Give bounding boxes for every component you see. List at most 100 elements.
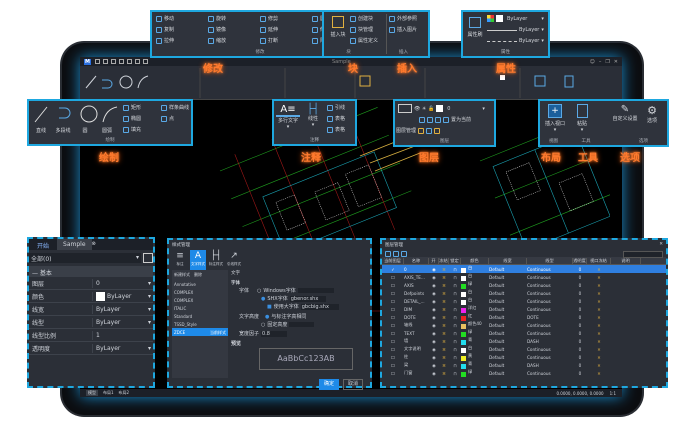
lock-icon[interactable]: ⊓ (453, 330, 457, 336)
insert-viewport-button[interactable]: + 插入视口 ▾ (544, 104, 565, 133)
color-cell[interactable]: 白 (461, 297, 489, 305)
lock-icon[interactable]: ⊓ (453, 290, 457, 296)
column-header[interactable]: 开 (429, 257, 439, 264)
layout-tab[interactable]: 布局2 (118, 390, 130, 395)
vp-freeze-icon[interactable]: ✕ (597, 370, 601, 376)
visibility-icon[interactable]: ◉ (432, 346, 436, 352)
style-item[interactable]: ITALIC (174, 306, 187, 311)
lock-icon[interactable]: ⊓ (453, 338, 457, 344)
draw-tool[interactable]: 样条曲线 (161, 104, 189, 111)
column-header[interactable]: 颜色 (461, 257, 489, 264)
layer-search-input[interactable] (623, 251, 663, 258)
style-tab[interactable]: A 文字样式 (190, 250, 206, 270)
visibility-icon[interactable]: ◉ (432, 330, 436, 336)
style-tab[interactable]: ≡ 标注 (176, 251, 184, 266)
open-icon[interactable] (102, 59, 108, 64)
new-layer-icon[interactable] (385, 251, 391, 257)
restore-button[interactable]: ❐ (605, 58, 610, 65)
layer-row[interactable]: ☐ 轴线 ◉ ✲ ⊓ 颜色40 Default Continuous 0 ✕ (382, 321, 666, 329)
style-item[interactable]: ZDCE 当前样式 (172, 328, 228, 336)
close-tab-icon[interactable]: ⊗ (91, 241, 96, 247)
draw-tool[interactable]: 填充 (123, 126, 141, 133)
modify-tool[interactable]: 修剪 (260, 15, 278, 22)
tab-start[interactable]: 开始 (37, 243, 50, 250)
modify-tool[interactable]: 移动 (156, 15, 174, 22)
custom-settings-button[interactable]: ✎ 自定义设置 (612, 104, 638, 122)
new-style-button[interactable]: 新建样式 (174, 272, 190, 277)
column-header[interactable]: 说明 (611, 257, 641, 264)
column-header[interactable]: 锁定 (449, 257, 461, 264)
paste-button[interactable]: 粘贴 ▾ (572, 104, 592, 133)
save-icon[interactable] (110, 59, 116, 64)
block-tool[interactable]: 属性定义 (350, 37, 378, 44)
column-header[interactable]: 冻结 (439, 257, 449, 264)
delete-style-button[interactable]: 删除 (194, 272, 202, 277)
modify-tool[interactable]: 拉伸 (156, 37, 174, 44)
vp-freeze-icon[interactable]: ✕ (597, 354, 601, 360)
freeze-icon[interactable]: ✲ (442, 354, 446, 360)
layer-row[interactable]: ☐ AXIS ◉ ✲ ⊓ 绿 Default Continuous 0 ✕ (382, 281, 666, 289)
current-checkbox[interactable]: ☐ (391, 322, 395, 328)
lock-icon[interactable]: ⊓ (453, 370, 457, 376)
close-button[interactable]: ✕ (613, 58, 618, 65)
current-checkbox[interactable]: ✓ (391, 266, 395, 272)
column-header[interactable]: 线型 (527, 257, 573, 264)
color-cell[interactable]: 白 (461, 289, 489, 297)
visibility-icon[interactable]: ◉ (432, 290, 436, 296)
ok-button[interactable]: 确定 (319, 379, 339, 390)
color-cell[interactable]: 白 (461, 273, 489, 281)
section-basic[interactable]: — 基本 (29, 266, 153, 277)
freeze-icon[interactable]: ✲ (442, 306, 446, 312)
linetype-select[interactable]: ByLayer ▾ (487, 38, 544, 44)
property-row[interactable]: 线型比例 1 (29, 329, 153, 342)
visibility-icon[interactable]: ◉ (432, 282, 436, 288)
draw-tool[interactable]: 多段线 (55, 128, 71, 134)
insert-tool[interactable]: 插入图片 (389, 26, 417, 33)
layer-row[interactable]: ☐ Defpoints ◉ ✲ ⊓ 白 Default Continuous 0 ✕ (382, 289, 666, 297)
draw-tool[interactable]: 圆弧 (101, 128, 112, 134)
column-header[interactable]: 视口冻结 (587, 257, 611, 264)
redo-icon[interactable] (134, 59, 140, 64)
windows-font-select[interactable] (297, 288, 334, 293)
block-tool[interactable]: 创建块 (350, 15, 373, 22)
column-header[interactable]: 名称 (404, 257, 429, 264)
layer-dropdown[interactable]: 👁 ☀ 🔓 0 ▾ (398, 104, 485, 113)
modify-tool[interactable]: 镜像 (208, 26, 226, 33)
property-row[interactable]: 透明度 ByLayer ▾ (29, 342, 153, 355)
help-icon[interactable] (142, 59, 148, 64)
current-checkbox[interactable]: ☐ (391, 274, 395, 280)
freeze-icon[interactable]: ✲ (442, 266, 446, 272)
current-checkbox[interactable]: ☐ (391, 306, 395, 312)
color-cell[interactable]: 青 (461, 337, 489, 345)
column-header[interactable]: 线宽 (489, 257, 527, 264)
color-select[interactable]: ByLayer ▾ (487, 15, 544, 22)
new-icon[interactable] (94, 59, 100, 64)
freeze-icon[interactable]: ✲ (442, 290, 446, 296)
modify-tool[interactable]: 复制 (156, 26, 174, 33)
draw-tool[interactable]: 圆 (82, 128, 88, 134)
column-header[interactable]: 透明度 (573, 257, 587, 264)
lock-icon[interactable]: ⊓ (453, 298, 457, 304)
freeze-icon[interactable]: ✲ (442, 322, 446, 328)
freeze-icon[interactable]: ✲ (442, 346, 446, 352)
color-cell[interactable]: 白 (461, 345, 489, 353)
modify-tool[interactable]: 缩放 (208, 37, 226, 44)
minimize-button[interactable]: – (598, 58, 602, 65)
style-item[interactable]: COMPLEX (174, 290, 194, 295)
shx-font-select[interactable]: gbenor.shx (289, 295, 326, 302)
layer-row[interactable]: ☐ AXIS_TE... ◉ ✲ ⊓ 白 Default Continuous 0 ✕ (382, 273, 666, 281)
style-item[interactable]: COMPLEX (174, 298, 194, 303)
freeze-icon[interactable]: ✲ (442, 338, 446, 344)
layer-row[interactable]: ✓ 0 ◉ ✲ ⊓ 白 Default Continuous 0 ✕ (382, 265, 666, 273)
layer-row[interactable]: ☐ DIM ◉ ✲ ⊓ 洋红 Default Continuous 0 ✕ (382, 305, 666, 313)
freeze-icon[interactable]: ✲ (442, 282, 446, 288)
mtext-button[interactable]: A≡ 多行文字 ▾ (276, 104, 300, 130)
vp-freeze-icon[interactable]: ✕ (597, 362, 601, 368)
vp-freeze-icon[interactable]: ✕ (597, 290, 601, 296)
style-item[interactable]: Annotative (174, 282, 196, 287)
linear-dim-button[interactable]: ├┤ 线性 ▾ (306, 104, 320, 128)
layout-tab[interactable]: 模型 (86, 390, 98, 396)
annotate-tool[interactable]: 表格 (327, 115, 345, 122)
style-item[interactable]: TSSD_Style (174, 322, 197, 327)
scale-readout[interactable]: 1:1 (609, 390, 616, 396)
